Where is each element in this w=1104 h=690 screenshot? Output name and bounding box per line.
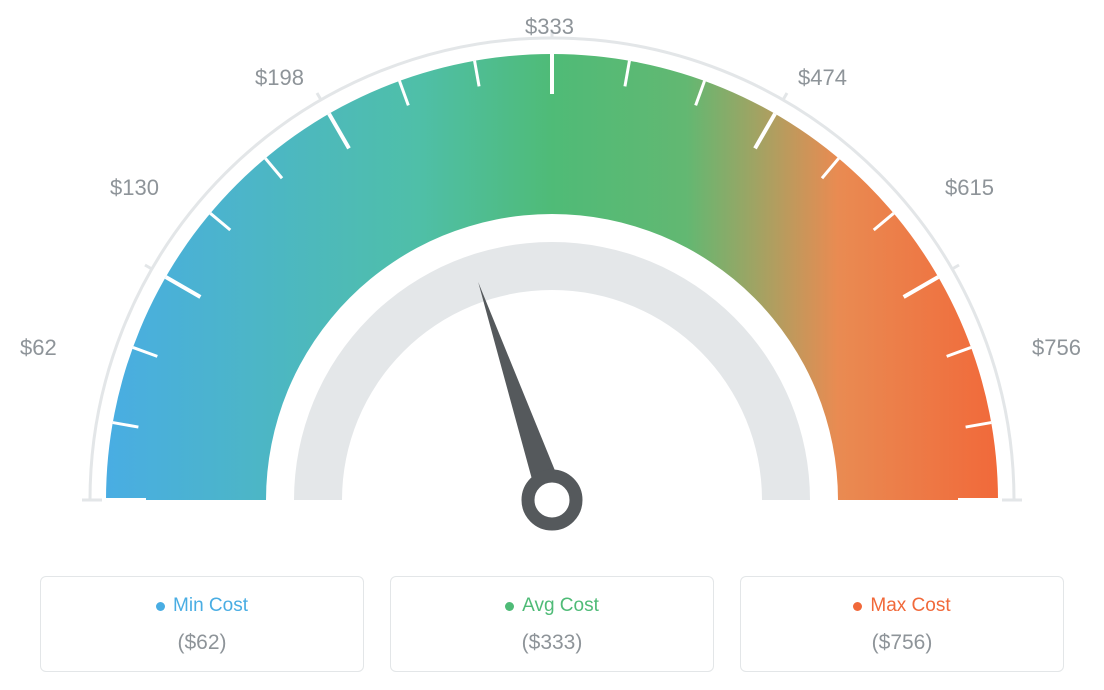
legend-max-title: Max Cost <box>853 595 950 617</box>
legend-min-card: Min Cost ($62) <box>40 576 364 672</box>
gauge-scale-label: $198 <box>255 65 304 91</box>
gauge-scale-label: $756 <box>1032 335 1081 361</box>
legend-min-title: Min Cost <box>156 595 248 617</box>
legend-avg-label: Avg Cost <box>522 595 599 617</box>
legend-max-dot <box>853 602 862 611</box>
legend-avg-dot <box>505 602 514 611</box>
legend-max-value: ($756) <box>751 631 1053 655</box>
gauge-svg <box>0 0 1104 560</box>
gauge-scale-label: $615 <box>945 175 994 201</box>
cost-gauge: $62 $130 $198 $333 $474 $615 $756 <box>0 0 1104 560</box>
gauge-scale-label: $333 <box>525 14 574 40</box>
gauge-scale-label: $62 <box>20 335 57 361</box>
gauge-scale-label: $130 <box>110 175 159 201</box>
legend-avg-title: Avg Cost <box>505 595 599 617</box>
gauge-scale-label: $474 <box>798 65 847 91</box>
legend-avg-card: Avg Cost ($333) <box>390 576 714 672</box>
legend-max-label: Max Cost <box>870 595 950 617</box>
legend-min-dot <box>156 602 165 611</box>
legend-row: Min Cost ($62) Avg Cost ($333) Max Cost … <box>40 576 1064 672</box>
legend-max-card: Max Cost ($756) <box>740 576 1064 672</box>
legend-avg-value: ($333) <box>401 631 703 655</box>
legend-min-label: Min Cost <box>173 595 248 617</box>
legend-min-value: ($62) <box>51 631 353 655</box>
